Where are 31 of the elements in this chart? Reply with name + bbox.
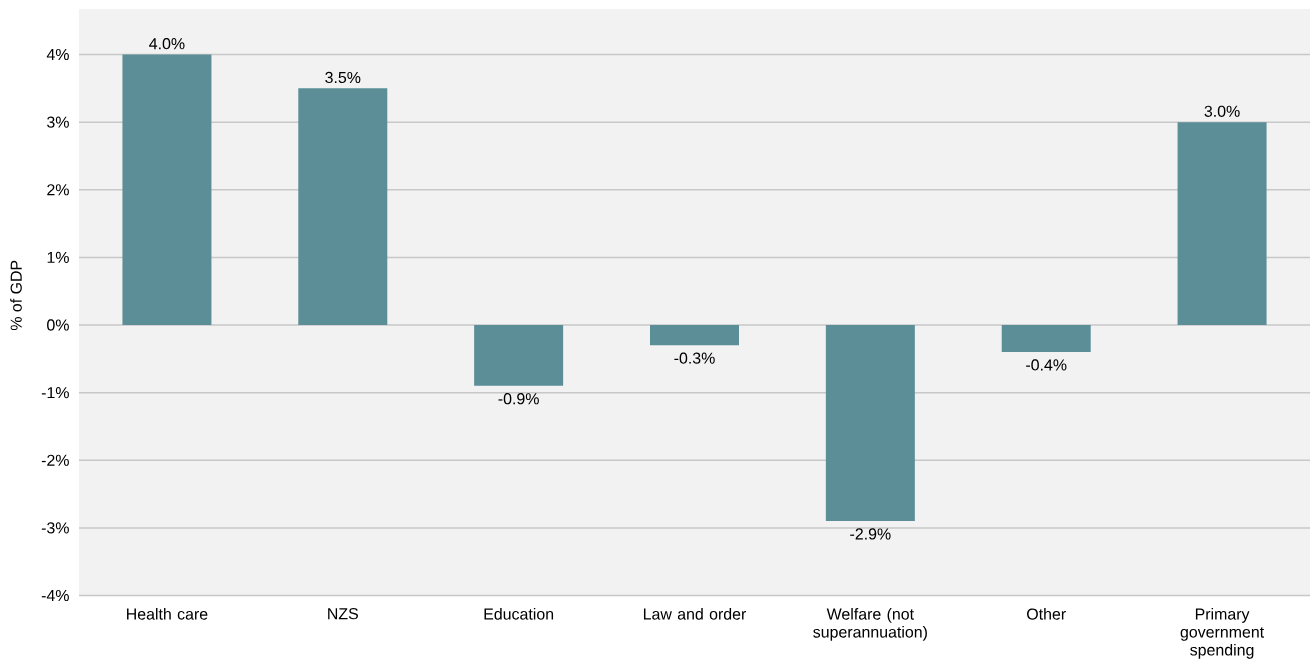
x-tick-label: Law and order bbox=[643, 608, 747, 620]
x-tick-label: NZS bbox=[328, 608, 358, 620]
y-tick-label: -1% bbox=[41, 387, 69, 399]
data-label: -0.9% bbox=[498, 393, 539, 405]
y-tick-label: -2% bbox=[41, 454, 69, 466]
data-label: 3.0% bbox=[1204, 105, 1240, 117]
x-tick-label: Other bbox=[1027, 608, 1066, 620]
bar bbox=[650, 325, 739, 346]
y-tick-label: 3% bbox=[47, 116, 69, 128]
bar bbox=[825, 325, 915, 522]
y-tick-label: -4% bbox=[41, 589, 69, 602]
x-tick-label: Welfare (not superannuation) bbox=[813, 608, 927, 641]
x-tick-label: Health care bbox=[127, 608, 208, 620]
y-tick-label: 4% bbox=[46, 48, 69, 61]
data-label: 3.5% bbox=[325, 71, 361, 84]
bar bbox=[122, 54, 212, 325]
data-label: -0.3% bbox=[674, 352, 715, 364]
y-tick-label: 2% bbox=[47, 184, 69, 196]
bar bbox=[1001, 325, 1091, 353]
y-axis-title: % of GDP bbox=[10, 260, 22, 331]
data-label: -0.4% bbox=[1026, 359, 1067, 371]
y-tick-label: -3% bbox=[41, 522, 69, 534]
data-label: -2.9% bbox=[850, 528, 891, 540]
bar bbox=[474, 325, 564, 386]
bar bbox=[1177, 122, 1267, 325]
bar bbox=[298, 88, 388, 325]
x-tick-label: Education bbox=[484, 608, 554, 620]
x-tick-label: Primary government spending bbox=[1180, 608, 1265, 659]
y-tick-label: 0% bbox=[47, 319, 69, 331]
data-label: 4.0% bbox=[149, 38, 185, 50]
y-tick-label: 1% bbox=[47, 251, 69, 263]
